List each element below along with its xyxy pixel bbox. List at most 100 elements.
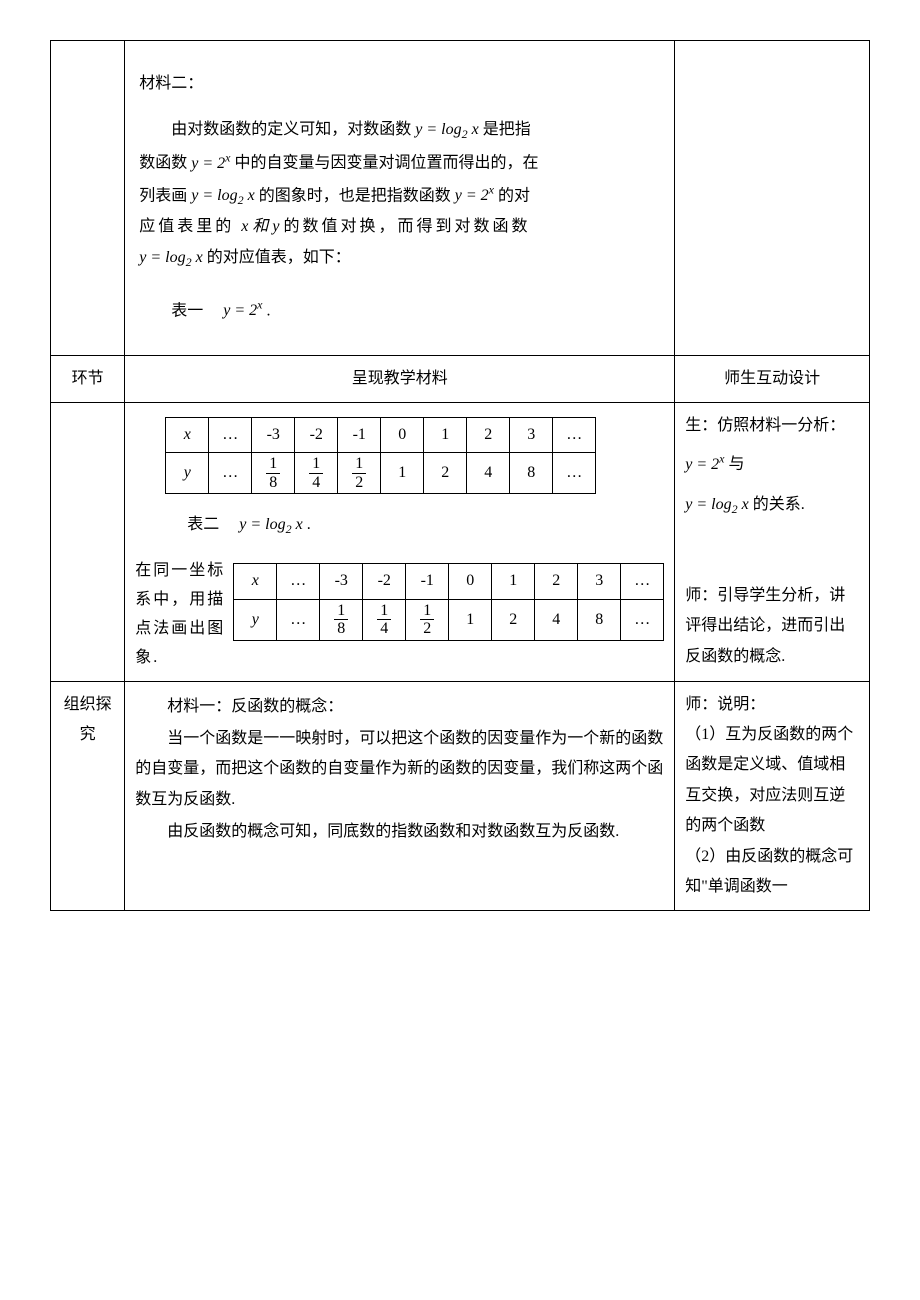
txt: 的图象时，也是把指数函数: [259, 187, 455, 204]
txt: 由对数函数的定义可知，对数函数: [171, 121, 415, 138]
eq-line2: y = log2 x 的关系.: [685, 490, 859, 521]
xy: x 和 y: [241, 218, 279, 235]
m2: 当一个函数是一一映射时，可以把这个函数的因变量作为一个新的函数的自变量，而把这个…: [135, 724, 664, 815]
side-note: 在同一坐标系中，用描点法画出图象.: [135, 557, 225, 672]
txt: 数函数: [139, 155, 191, 172]
material-two-para: 由对数函数的定义可知，对数函数 y = log2 x 是把指 数函数 y = 2…: [139, 115, 660, 273]
eq-exp: y = 2x: [191, 155, 230, 172]
eq-exp-2: y = 2x: [455, 187, 494, 204]
stage-cell-empty2: [51, 402, 125, 681]
cell: -3: [252, 417, 295, 452]
cell: 18: [252, 453, 295, 494]
stage-label: 组织探究: [51, 681, 125, 911]
cell: 2: [535, 564, 578, 599]
cell: 14: [363, 599, 406, 640]
table2-block: 在同一坐标系中，用描点法画出图象. x … -3 -2 -1 0 1 2 3 ……: [135, 557, 664, 672]
cell: 1: [492, 564, 535, 599]
material-cell-top: 材料二： 由对数函数的定义可知，对数函数 y = log2 x 是把指 数函数 …: [125, 41, 675, 356]
cell: 3: [510, 417, 553, 452]
value-table-1: x … -3 -2 -1 0 1 2 3 … y … 18 14 12 1 2 …: [165, 417, 596, 495]
cell: …: [209, 453, 252, 494]
cell: 4: [467, 453, 510, 494]
cell: …: [553, 417, 596, 452]
eq-line: y = 2x 与: [685, 447, 859, 480]
caption-eq: y = 2x: [223, 302, 262, 319]
cell: y: [166, 453, 209, 494]
cell: 14: [295, 453, 338, 494]
cell: 2: [424, 453, 467, 494]
table2-caption: 表二 y = log2 x .: [155, 510, 664, 541]
cell: 0: [449, 564, 492, 599]
eq-log-2: y = log2 x: [191, 187, 254, 204]
cell: 4: [535, 599, 578, 640]
txt: 的对: [498, 187, 530, 204]
caption-prefix: 表二: [187, 516, 235, 533]
txt: 应值表里的: [139, 218, 241, 235]
header-material: 呈现教学材料: [125, 355, 675, 402]
cell: -1: [338, 417, 381, 452]
student-note: 生：仿照材料一分析：: [685, 411, 859, 441]
teacher-note: 师：引导学生分析，讲评得出结论，进而引出反函数的概念.: [685, 581, 859, 672]
cell: 12: [338, 453, 381, 494]
cell: …: [209, 417, 252, 452]
cell: …: [621, 599, 664, 640]
cell: …: [621, 564, 664, 599]
cell: 2: [467, 417, 510, 452]
lesson-table: 材料二： 由对数函数的定义可知，对数函数 y = log2 x 是把指 数函数 …: [50, 40, 870, 911]
row-inverse-function: 组织探究 材料一：反函数的概念： 当一个函数是一一映射时，可以把这个函数的因变量…: [51, 681, 870, 911]
cell: 1: [381, 453, 424, 494]
cell: 2: [492, 599, 535, 640]
cell: -2: [295, 417, 338, 452]
cell: 0: [381, 417, 424, 452]
cell: -2: [363, 564, 406, 599]
cell: 1: [449, 599, 492, 640]
txt: 的对应值表，如下：: [207, 249, 351, 266]
row-material-two: 材料二： 由对数函数的定义可知，对数函数 y = log2 x 是把指 数函数 …: [51, 41, 870, 356]
table-row: y … 18 14 12 1 2 4 8 …: [234, 599, 664, 640]
material-tables-cell: x … -3 -2 -1 0 1 2 3 … y … 18 14 12 1 2 …: [125, 402, 675, 681]
txt: 列表画: [139, 187, 191, 204]
cell: x: [166, 417, 209, 452]
caption-period: .: [267, 302, 271, 319]
cell: 8: [510, 453, 553, 494]
r1: 师：说明：: [685, 690, 859, 720]
design-cell-a: 生：仿照材料一分析： y = 2x 与 y = log2 x 的关系. 师：引导…: [675, 402, 870, 681]
table-row: y … 18 14 12 1 2 4 8 …: [166, 453, 596, 494]
cell: x: [234, 564, 277, 599]
material-inverse-cell: 材料一：反函数的概念： 当一个函数是一一映射时，可以把这个函数的因变量作为一个新…: [125, 681, 675, 911]
cell: -3: [320, 564, 363, 599]
header-stage: 环节: [51, 355, 125, 402]
cell: -1: [406, 564, 449, 599]
design-cell-empty: [675, 41, 870, 356]
cell: …: [277, 564, 320, 599]
caption-period2: .: [307, 516, 311, 533]
txt: 的数值对换，而得到对数函数: [283, 218, 530, 235]
table-row: x … -3 -2 -1 0 1 2 3 …: [166, 417, 596, 452]
cell: 3: [578, 564, 621, 599]
txt: 是把指: [483, 121, 531, 138]
txt: 中的自变量与因变量对调位置而得出的，在: [235, 155, 539, 172]
section-header-row: 环节 呈现教学材料 师生互动设计: [51, 355, 870, 402]
cell: y: [234, 599, 277, 640]
design-cell-b: 师：说明： （1）互为反函数的两个函数是定义域、值域相互交换，对应法则互逆的两个…: [675, 681, 870, 911]
r2: （1）互为反函数的两个函数是定义域、值域相互交换，对应法则互逆的两个函数: [685, 720, 859, 842]
cell: 1: [424, 417, 467, 452]
value-table-2: x … -3 -2 -1 0 1 2 3 … y … 18 14 12: [233, 563, 664, 641]
m3: 由反函数的概念可知，同底数的指数函数和对数函数互为反函数.: [135, 817, 664, 847]
cell: 18: [320, 599, 363, 640]
m1: 材料一：反函数的概念：: [135, 692, 664, 722]
caption-prefix: 表一: [171, 302, 219, 319]
caption-eq2: y = log2 x: [239, 516, 302, 533]
r3: （2）由反函数的概念可知"单调函数一: [685, 842, 859, 903]
table-row: x … -3 -2 -1 0 1 2 3 …: [234, 564, 664, 599]
cell: 12: [406, 599, 449, 640]
row-tables: x … -3 -2 -1 0 1 2 3 … y … 18 14 12 1 2 …: [51, 402, 870, 681]
header-design: 师生互动设计: [675, 355, 870, 402]
table1-caption: 表一 y = 2x .: [139, 294, 660, 327]
cell: 8: [578, 599, 621, 640]
cell: …: [277, 599, 320, 640]
eq-log: y = log2 x: [415, 121, 478, 138]
stage-cell-empty: [51, 41, 125, 356]
eq-log-3: y = log2 x: [139, 249, 202, 266]
material-two-label: 材料二：: [139, 69, 660, 99]
